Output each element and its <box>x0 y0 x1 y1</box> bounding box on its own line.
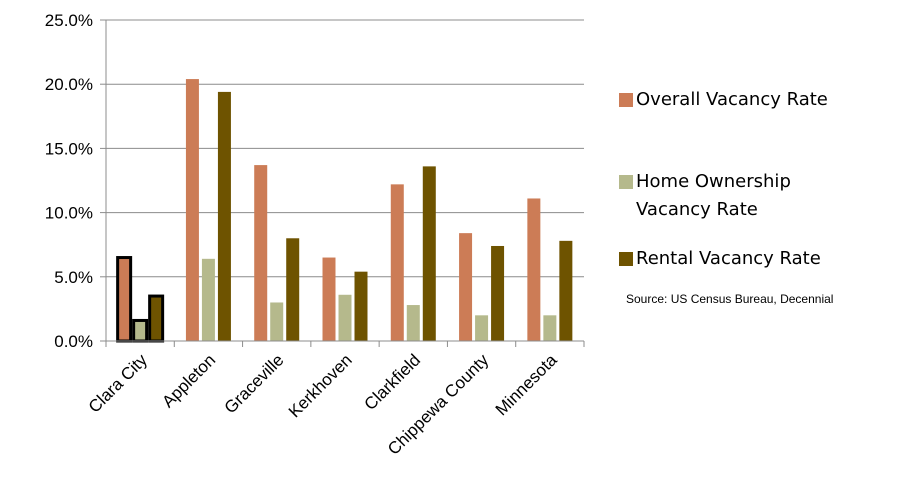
bars <box>116 79 573 343</box>
y-tick-label: 0.0% <box>54 332 93 351</box>
x-tick-label: Clara City <box>85 350 152 417</box>
legend-label-rental: Rental Vacancy Rate <box>636 248 821 269</box>
bar-overall <box>390 184 404 341</box>
legend-swatch-rental <box>619 252 633 266</box>
bar-home-ownership <box>475 315 489 341</box>
bar-rental <box>354 271 368 341</box>
y-tick-label: 5.0% <box>54 268 93 287</box>
y-tick-label: 10.0% <box>45 204 93 223</box>
legend-item-overall: Overall Vacancy Rate <box>619 86 871 114</box>
axes <box>100 19 585 347</box>
bar-home-ownership <box>406 305 420 341</box>
y-tick-label: 15.0% <box>45 139 93 158</box>
bar-home-ownership <box>132 318 149 343</box>
y-tick-label: 25.0% <box>45 11 93 30</box>
gridlines <box>106 19 584 278</box>
bar-rental <box>217 91 231 342</box>
x-tick-label: Minnesota <box>492 350 561 419</box>
legend-swatch-home-ownership <box>619 175 633 189</box>
x-tick-label: Kerkhoven <box>285 350 356 421</box>
bar-home-ownership <box>270 302 284 341</box>
y-tick-labels: 0.0% 5.0% 10.0% 15.0% 20.0% 25.0% <box>45 11 93 351</box>
bar-overall <box>322 257 336 341</box>
x-tick-label: Graceville <box>221 350 288 417</box>
bar-overall <box>254 165 268 341</box>
bar-rental <box>559 240 573 341</box>
legend-label-home-ownership: Home Ownership Vacancy Rate <box>636 171 791 220</box>
legend-swatch-overall <box>619 93 633 107</box>
source-note: Source: US Census Bureau, Decennial <box>626 292 834 306</box>
legend: Overall Vacancy Rate Home Ownership Vaca… <box>619 0 899 502</box>
bar-home-ownership <box>338 294 352 341</box>
bar-overall <box>459 233 473 341</box>
bar-rental <box>422 166 436 341</box>
bar-home-ownership <box>201 258 215 341</box>
legend-label-overall: Overall Vacancy Rate <box>636 89 828 110</box>
y-tick-label: 20.0% <box>45 75 93 94</box>
bar-overall <box>116 256 133 343</box>
bar-overall <box>527 198 541 341</box>
bar-rental <box>491 245 505 341</box>
legend-item-rental: Rental Vacancy Rate <box>619 245 871 273</box>
x-tick-label: Appleton <box>158 350 219 411</box>
bar-overall <box>185 79 199 342</box>
bar-home-ownership <box>543 315 557 341</box>
bar-rental <box>148 294 165 343</box>
x-tick-label: Clarkfield <box>361 350 425 414</box>
bar-rental <box>286 238 300 341</box>
legend-item-home-ownership: Home Ownership Vacancy Rate <box>619 168 836 224</box>
vacancy-rate-chart: 0.0% 5.0% 10.0% 15.0% 20.0% 25.0% Clara City A… <box>45 11 585 459</box>
